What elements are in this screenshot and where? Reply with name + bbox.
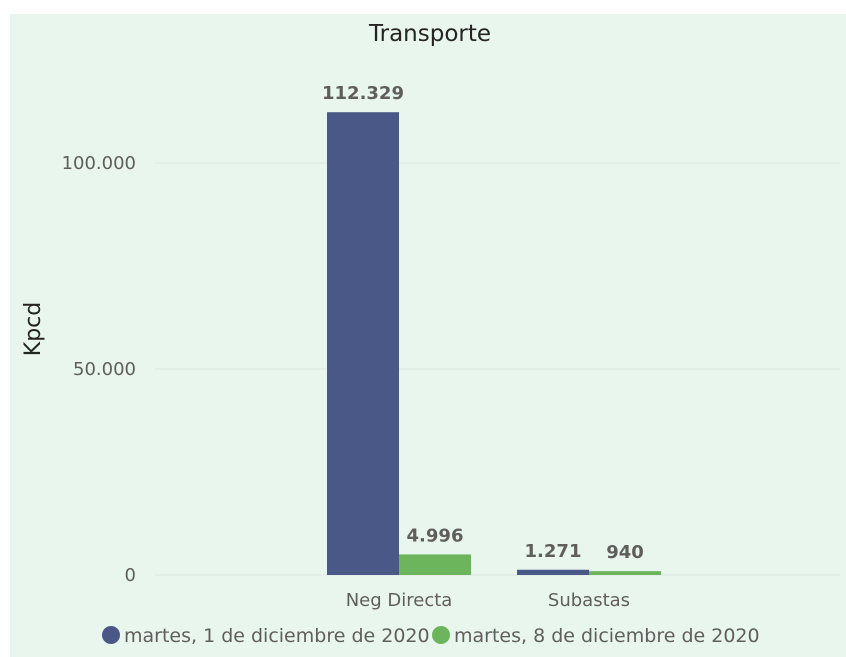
bar bbox=[327, 112, 399, 575]
bars bbox=[327, 112, 661, 575]
x-category-label: Neg Directa bbox=[346, 590, 453, 611]
legend: martes, 1 de diciembre de 2020 martes, 8 … bbox=[102, 625, 760, 647]
y-tick-label: 50.000 bbox=[73, 359, 136, 380]
y-axis-label: Kpcd bbox=[21, 302, 46, 356]
data-labels: 112.329 4.996 1.271 940 bbox=[322, 83, 644, 563]
chart-panel: Transporte Kpcd 0 50.000 100.000 112.329 4.… bbox=[10, 14, 846, 657]
data-label: 940 bbox=[606, 542, 644, 563]
legend-entry: martes, 8 de diciembre de 2020 bbox=[454, 625, 760, 647]
legend-marker bbox=[102, 626, 120, 644]
bar bbox=[399, 554, 471, 575]
y-tick-label: 100.000 bbox=[62, 153, 136, 174]
x-category-label: Subastas bbox=[548, 590, 630, 611]
y-tick-label: 0 bbox=[125, 565, 136, 586]
x-axis-categories: Neg Directa Subastas bbox=[346, 590, 630, 611]
gridlines bbox=[155, 162, 840, 576]
bar-chart: Transporte Kpcd 0 50.000 100.000 112.329 4.… bbox=[21, 21, 840, 647]
data-label: 1.271 bbox=[525, 541, 582, 562]
data-label: 4.996 bbox=[407, 525, 464, 546]
bar bbox=[517, 569, 589, 575]
y-axis-ticks: 0 50.000 100.000 bbox=[62, 153, 136, 586]
bar bbox=[589, 571, 661, 575]
legend-marker bbox=[432, 626, 450, 644]
legend-entry: martes, 1 de diciembre de 2020 bbox=[124, 625, 430, 647]
chart-title: Transporte bbox=[368, 21, 491, 47]
data-label: 112.329 bbox=[322, 83, 404, 104]
